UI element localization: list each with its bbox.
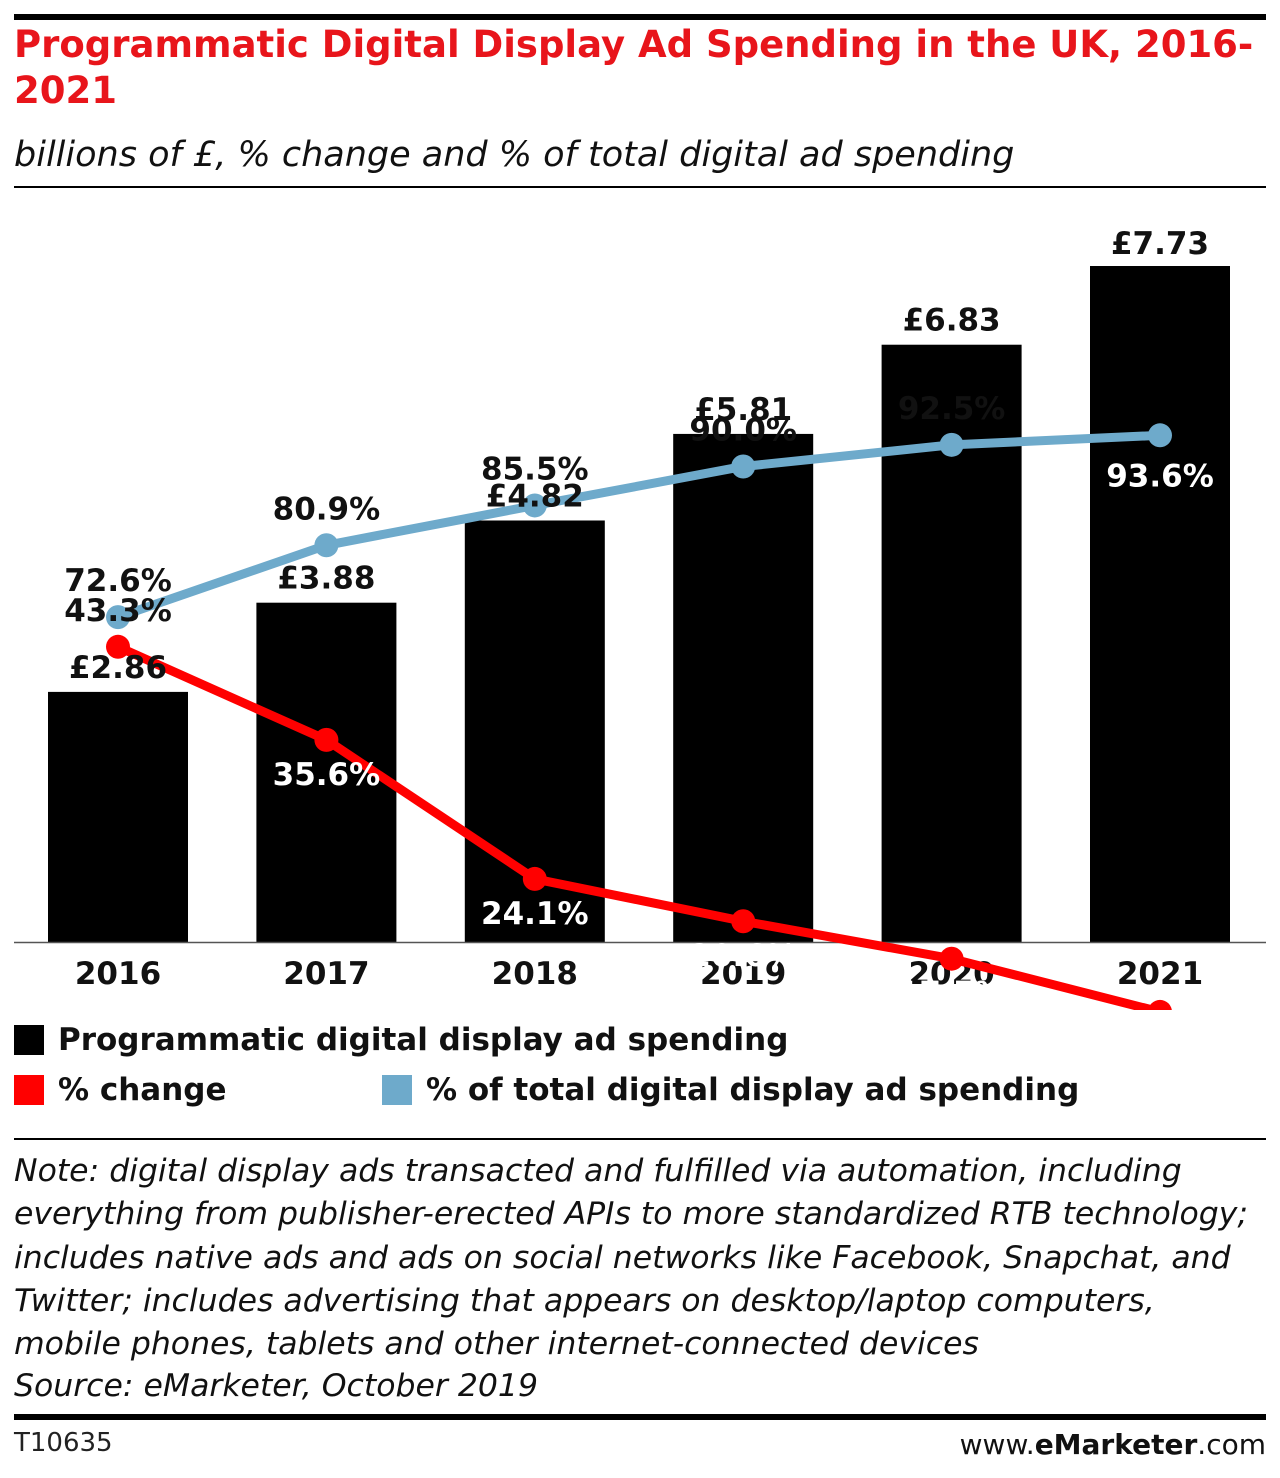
top-rule [14,14,1266,20]
change-label-2016: 43.3% [64,593,172,629]
share-point-2019 [731,454,756,479]
change-point-2021 [1148,999,1172,1010]
change-point-2018 [522,866,547,891]
chart-id: T10635 [14,1428,113,1458]
legend-bar-swatch [14,1025,44,1055]
legend-change: % change [14,1072,227,1108]
x-tick-2021: 2021 [1117,956,1203,992]
subtitle-rule [14,186,1266,188]
legend-change-swatch [14,1075,44,1105]
bar-label-2016: £2.86 [69,650,167,686]
legend-rule [14,1138,1266,1140]
share-label-2016: 72.6% [64,563,172,599]
share-point-2016 [106,605,130,630]
legend-bar: Programmatic digital display ad spending [14,1022,788,1058]
chart-svg: 2016 2017 2018 2019 2020 2021£2.86£3.88£4.82£… [14,226,1266,1010]
share-point-2018 [522,493,547,518]
share-label-2019: 90.0% [689,412,797,448]
x-tick-2017: 2017 [283,956,369,992]
change-point-2020 [939,946,964,971]
brand-link[interactable]: www.eMarketer.com [960,1428,1266,1461]
legend-bar-label: Programmatic digital display ad spending [58,1022,789,1058]
bar-label-2020: £6.83 [903,303,1001,339]
change-label-2019: 20.6% [689,938,797,974]
chart-title: Programmatic Digital Display Ad Spending… [14,23,1254,112]
chart-subtitle: billions of £, % change and % of total d… [14,135,1015,175]
bar-label-2019: £5.81 [694,392,792,428]
x-tick-2016: 2016 [75,956,161,992]
source-line: Source: eMarketer, October 2019 [14,1368,538,1404]
share-label-2017: 80.9% [273,491,381,527]
share-point-2021 [1148,423,1172,448]
legend-share-swatch [382,1075,412,1105]
bar-label-2021: £7.73 [1111,226,1209,262]
bar-2021 [1090,266,1230,943]
bar-2016 [48,691,188,942]
brand-prefix: www. [959,1428,1035,1461]
change-line [113,642,1165,1010]
share-point-2020 [939,432,964,457]
bar-2019 [673,433,814,942]
change-label-2020: 17.5% [898,976,1006,1010]
bar-label-2018: £4.82 [486,478,584,514]
legend-share: % of total digital display ad spending [382,1072,1079,1108]
share-label-2020: 92.5% [898,391,1006,427]
change-point-2017 [314,727,339,752]
change-label-2018: 24.1% [481,896,589,932]
share-label-2018: 85.5% [481,451,589,487]
brand-name: eMarketer [1034,1428,1198,1461]
share-label-2021: 93.6% [1106,458,1214,494]
x-tick-2018: 2018 [492,956,578,992]
legend-change-label: % change [58,1072,227,1108]
x-tick-2019: 2019 [700,956,786,992]
change-label-2017: 35.6% [273,757,381,793]
footnote: Note: digital display ads transacted and… [14,1153,1249,1363]
share-line [113,430,1165,622]
brand-suffix: .com [1197,1428,1266,1461]
bar-label-2017: £3.88 [277,561,375,597]
share-point-2017 [314,533,339,558]
change-point-2016 [106,634,130,659]
bottom-rule [14,1414,1266,1420]
change-point-2019 [731,909,756,934]
legend-share-label: % of total digital display ad spending [426,1072,1080,1108]
